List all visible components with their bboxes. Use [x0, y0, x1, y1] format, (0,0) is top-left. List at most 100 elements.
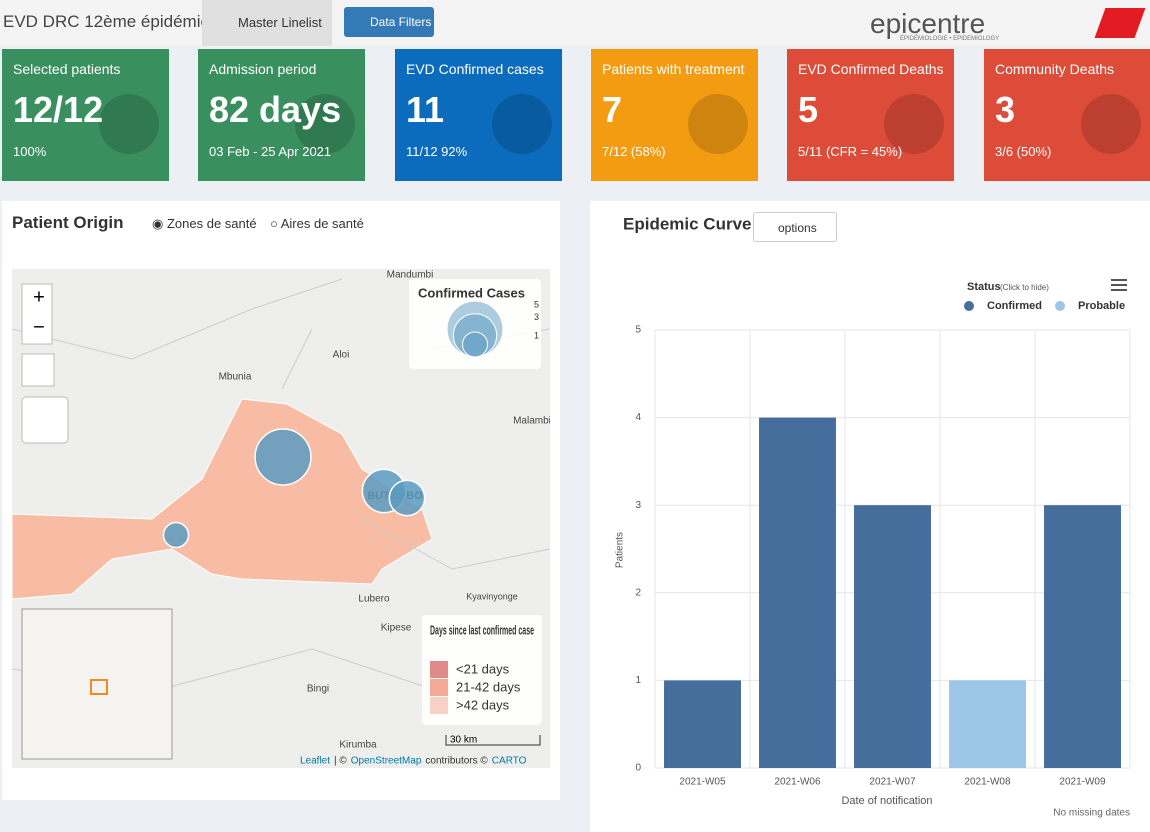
button-label: Data Filters: [370, 15, 432, 29]
case-bubble[interactable]: [388, 479, 426, 517]
attribution[interactable]: CARTO: [492, 756, 527, 767]
zone: [12, 398, 433, 600]
y-tick-label: 3: [635, 500, 641, 511]
legend-marker: [964, 301, 974, 311]
x-tick-label: 2021-W08: [964, 777, 1011, 788]
radio-label: Zones de santé: [166, 216, 257, 231]
radio[interactable]: ○ Aires de santé: [270, 216, 364, 231]
fullscreen-button[interactable]: [21, 353, 55, 387]
box-icon: [99, 94, 159, 154]
case-bubble[interactable]: [162, 521, 190, 549]
legend-title: Days since last confirmed case: [430, 622, 534, 637]
value-box: Admission period 82 days 03 Feb - 25 Apr 2…: [198, 49, 365, 181]
y-tick-label: 0: [635, 763, 641, 774]
box-icon: [884, 94, 944, 154]
box-subtitle: 5/11 (CFR = 45%): [798, 144, 903, 159]
y-tick-label: 4: [635, 412, 641, 423]
place-label: Bingi: [307, 684, 329, 695]
menu-icon[interactable]: [1111, 279, 1127, 291]
place-label: Mbunia: [219, 372, 252, 383]
box-value: 82 days: [209, 89, 342, 130]
attribution[interactable]: OpenStreetMap: [351, 756, 422, 767]
options-button[interactable]: options: [753, 212, 837, 242]
minimap-view: [90, 679, 108, 695]
zoom-out[interactable]: −: [33, 316, 45, 338]
y-tick-label: 2: [635, 587, 641, 598]
x-tick-label: 2021-W06: [774, 777, 821, 788]
box-icon: [492, 94, 552, 154]
filter-button[interactable]: Data Filters: [344, 7, 434, 37]
y-axis-label: Patients: [615, 532, 626, 568]
legend-size-label: 1: [534, 330, 539, 340]
box-icon: [688, 94, 748, 154]
box-value: 5: [798, 89, 819, 130]
zoom-control[interactable]: [21, 283, 53, 345]
radio-label: Aires de santé: [280, 216, 364, 231]
x-tick-label: 2021-W09: [1059, 777, 1106, 788]
legend-label[interactable]: Probable: [1078, 300, 1125, 312]
layers-button[interactable]: [21, 396, 69, 444]
panel-title: Patient Origin: [12, 213, 124, 232]
box-value: 7: [602, 89, 623, 130]
y-tick-label: 5: [635, 325, 641, 336]
case-bubble[interactable]: [254, 428, 312, 486]
place-label: Kyavinyonge: [466, 591, 518, 601]
box-title: EVD Confirmed cases: [406, 61, 544, 77]
box-title: EVD Confirmed Deaths: [798, 61, 944, 77]
bar[interactable]: [949, 680, 1026, 768]
place-label: Kirumba: [339, 740, 377, 751]
bar[interactable]: [759, 417, 836, 768]
box-title: Selected patients: [13, 61, 121, 77]
legend-label: 21-42 days: [456, 679, 521, 694]
legend-title: Status: [967, 281, 1001, 293]
box-subtitle: 100%: [13, 144, 47, 159]
attribution: | ©: [334, 756, 347, 767]
value-box: EVD Confirmed Deaths 5 5/11 (CFR = 45%): [787, 49, 954, 181]
y-tick-label: 1: [635, 675, 641, 686]
zoom-in[interactable]: +: [33, 286, 45, 308]
legend-hint: (Click to hide): [1000, 283, 1049, 292]
header: EVD DRC 12ème épidémie Master Linelist D…: [0, 0, 1150, 46]
box-value: 11: [406, 89, 445, 130]
box-subtitle: 11/12 92%: [406, 144, 468, 159]
logo-sub: ÉPIDÉMIOLOGIE • EPIDEMIOLOGY: [900, 36, 1000, 42]
chart: Epidemic Curve Status (Click to hide) Da…: [615, 214, 1131, 819]
place-label: Lubero: [358, 594, 390, 605]
scale-label: 30 km: [450, 735, 477, 746]
attribution[interactable]: Leaflet: [300, 756, 330, 767]
x-tick-label: 2021-W05: [679, 777, 726, 788]
legend-label: >42 days: [456, 697, 510, 712]
box-subtitle: 03 Feb - 25 Apr 2021: [209, 144, 332, 159]
tab[interactable]: Master Linelist: [202, 0, 332, 46]
value-box: Patients with treatment 7 7/12 (58%): [591, 49, 758, 181]
radio[interactable]: ◉ Zones de santé: [152, 216, 257, 231]
legend-label[interactable]: Confirmed: [987, 300, 1042, 312]
legend-bubble: [462, 331, 488, 358]
box-value: 12/12: [13, 89, 104, 130]
legend-marker: [1055, 301, 1065, 311]
value-box: Selected patients 12/12 100%: [2, 49, 169, 181]
place-label: Mandumbi: [387, 270, 434, 281]
box-title: Patients with treatment: [602, 61, 745, 77]
box-icon: [295, 94, 355, 154]
box-title: Community Deaths: [995, 61, 1115, 77]
bar[interactable]: [664, 680, 741, 768]
place-label: Malambi: [513, 416, 550, 427]
legend-swatch: [430, 679, 448, 696]
legend-label: <21 days: [456, 661, 510, 676]
legend-size-label: 3: [534, 312, 539, 322]
bar[interactable]: [1044, 505, 1121, 768]
tab-label: Master Linelist: [238, 15, 322, 30]
button-label: options: [778, 221, 817, 235]
x-tick-label: 2021-W07: [869, 777, 916, 788]
box-subtitle: 7/12 (58%): [602, 144, 666, 159]
box-title: Admission period: [209, 61, 317, 77]
place-label: Kipese: [381, 623, 412, 634]
app-title: EVD DRC 12ème épidémie: [3, 12, 210, 31]
bar[interactable]: [854, 505, 931, 768]
attribution: contributors ©: [425, 756, 488, 767]
legend-swatch: [430, 697, 448, 714]
minimap: [21, 608, 173, 760]
legend-title: Confirmed Cases: [418, 285, 525, 300]
